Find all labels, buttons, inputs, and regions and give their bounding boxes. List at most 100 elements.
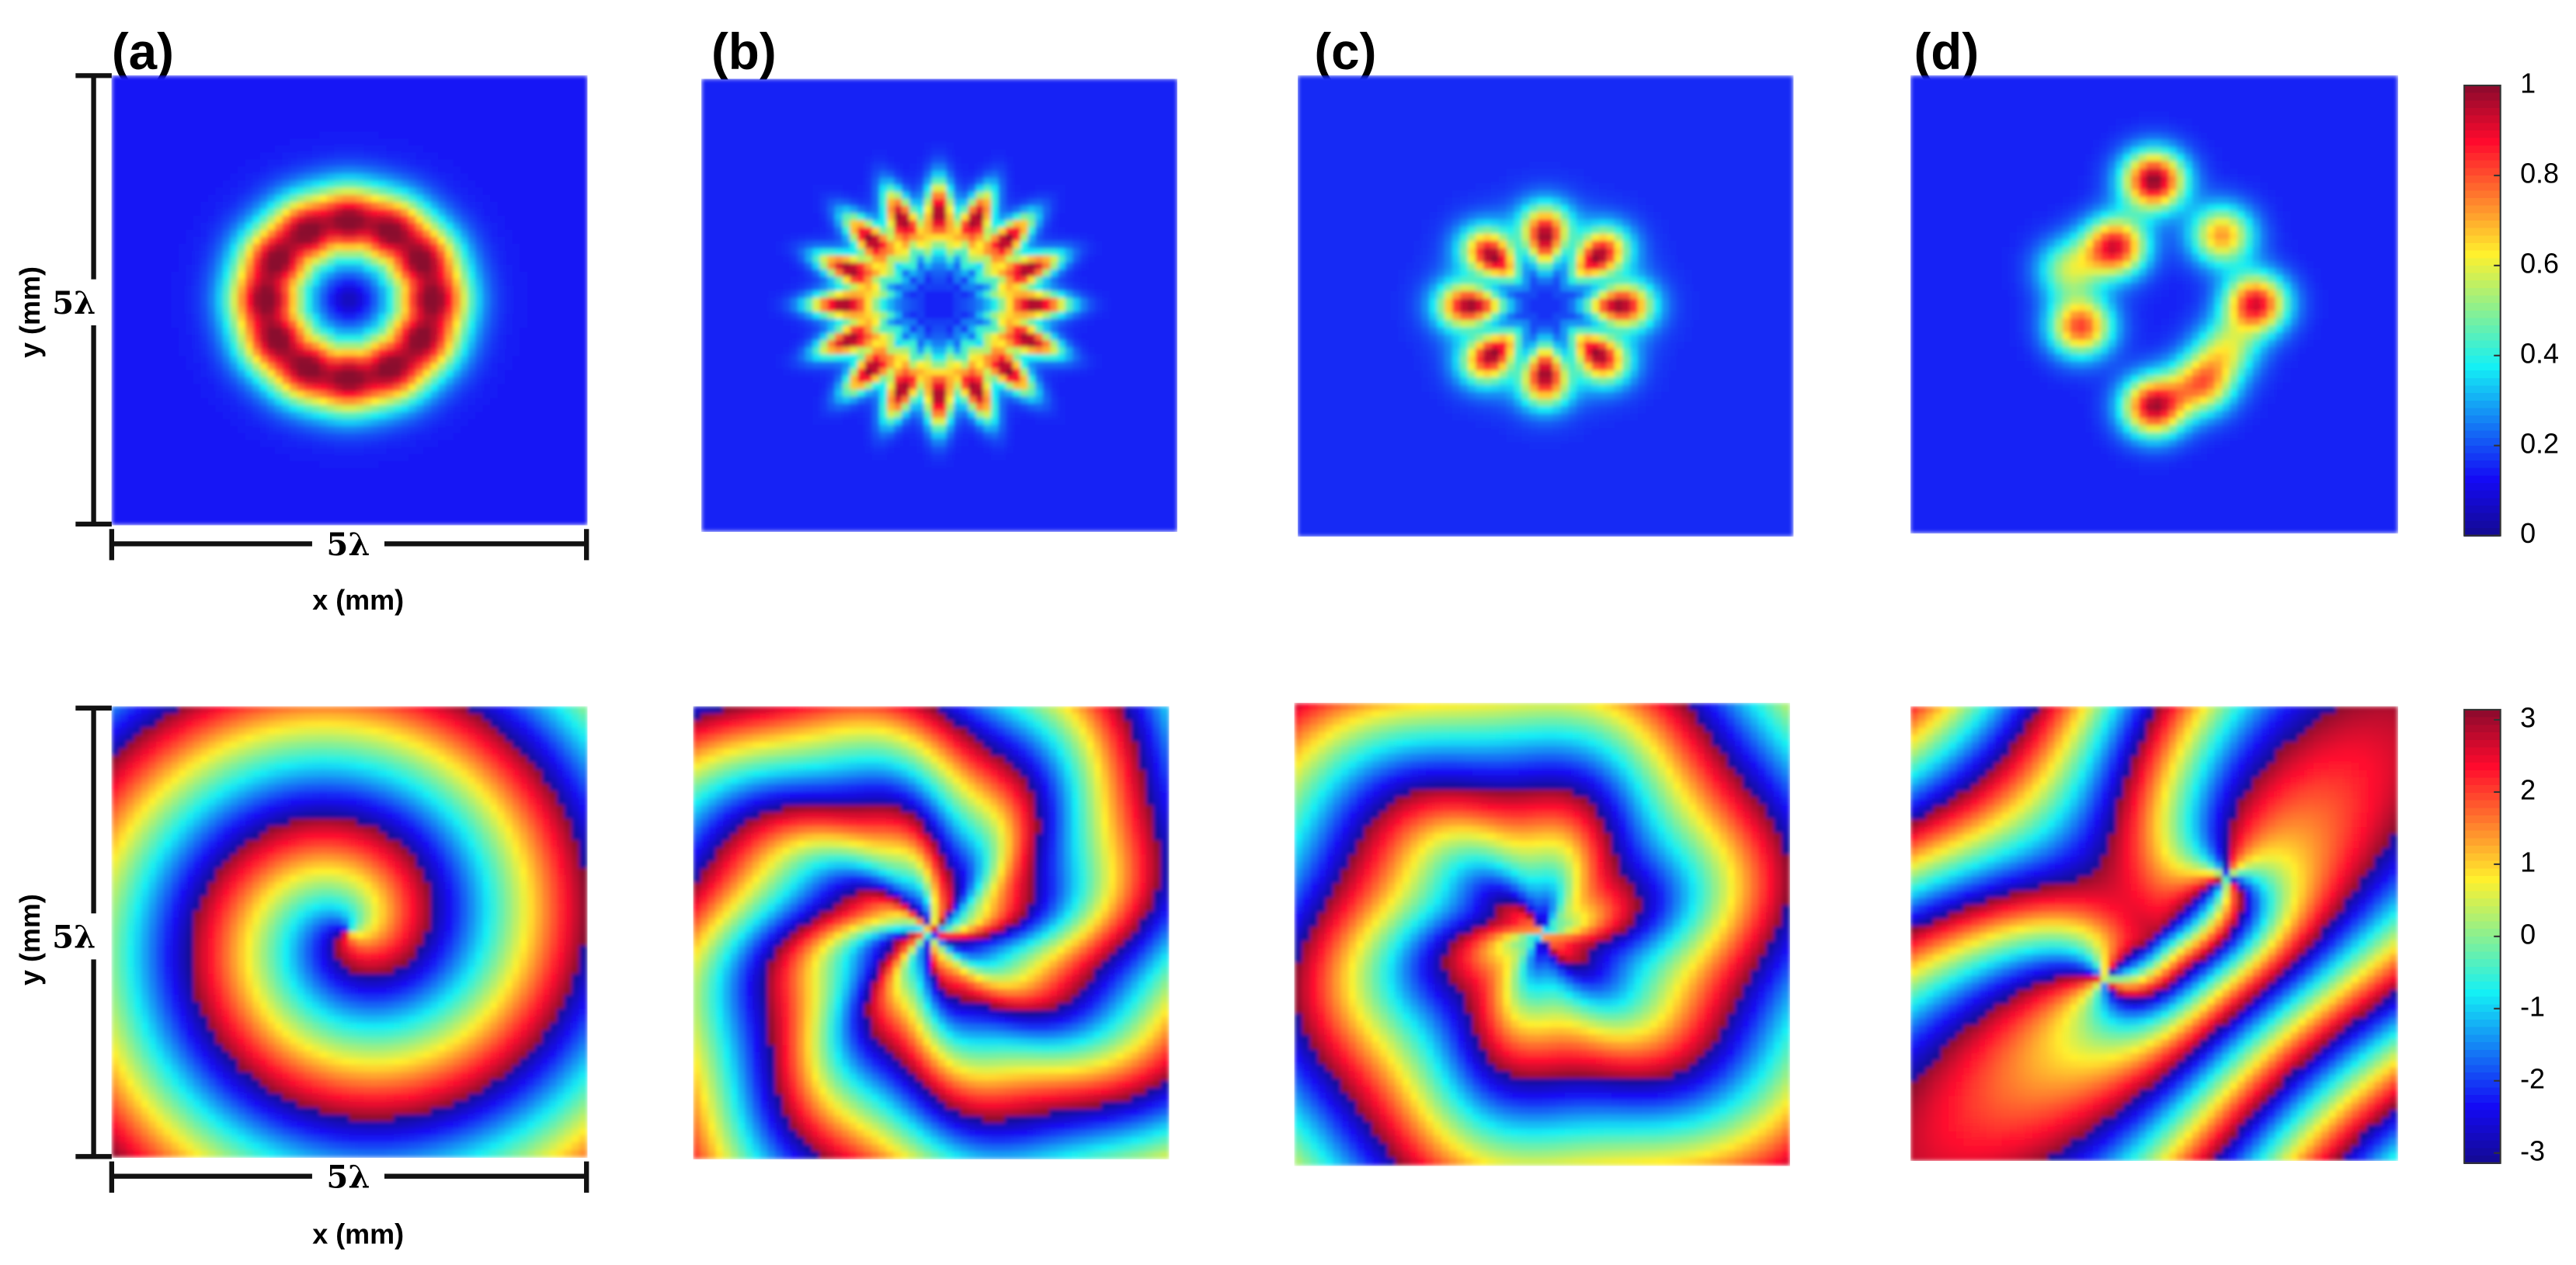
- map-cell: [579, 103, 588, 112]
- map-cell: [223, 356, 231, 364]
- map-cell: [430, 124, 440, 133]
- map-cell: [475, 159, 484, 168]
- map-cell: [193, 300, 202, 308]
- map-cell: [356, 433, 365, 441]
- map-cell: [141, 166, 150, 175]
- map-cell: [171, 307, 180, 315]
- map-cell: [946, 85, 955, 95]
- map-cell: [275, 229, 283, 238]
- map-cell: [438, 419, 447, 427]
- map-cell: [334, 215, 343, 224]
- map-cell: [505, 82, 513, 91]
- map-cell: [126, 124, 135, 133]
- map-cell: [363, 335, 373, 343]
- map-cell: [245, 96, 254, 105]
- map-cell: [468, 454, 477, 462]
- map-cell: [163, 391, 172, 399]
- map-cell: [468, 356, 477, 364]
- map-cell: [178, 419, 187, 427]
- map-cell: [290, 349, 298, 357]
- map-cell: [297, 96, 306, 105]
- map-cell: [393, 495, 402, 505]
- map-cell: [341, 166, 350, 175]
- map-cell: [1102, 106, 1111, 116]
- map-cell: [954, 114, 962, 123]
- map-cell: [356, 370, 365, 378]
- map-cell: [163, 321, 172, 329]
- map-cell: [141, 356, 150, 364]
- map-cell: [812, 114, 822, 123]
- map-cell: [156, 502, 165, 512]
- label-backdrop: [311, 1158, 385, 1194]
- map-cell: [230, 307, 239, 315]
- map-cell: [341, 454, 350, 462]
- map-cell: [356, 166, 365, 175]
- map-cell: [304, 509, 314, 519]
- map-cell: [356, 243, 365, 252]
- map-cell: [527, 433, 536, 441]
- map-cell: [178, 307, 187, 315]
- map-cell: [739, 142, 747, 151]
- map-cell: [482, 321, 492, 329]
- map-cell: [1132, 135, 1141, 144]
- map-cell: [193, 356, 202, 364]
- map-cell: [423, 335, 432, 343]
- map-cell: [349, 370, 358, 378]
- map-cell: [490, 419, 499, 427]
- map-cell: [178, 342, 187, 350]
- map-cell: [1124, 106, 1133, 116]
- map-cell: [134, 272, 143, 280]
- map-cell: [297, 321, 306, 329]
- map-cell: [468, 370, 477, 378]
- map-cell: [453, 356, 462, 364]
- map-cell: [171, 75, 180, 84]
- map-cell: [430, 173, 440, 182]
- map-cell: [497, 117, 506, 126]
- map-cell: [556, 509, 565, 519]
- map-cell: [512, 293, 521, 301]
- map-cell: [460, 474, 469, 484]
- map-cell: [267, 454, 276, 462]
- map-cell: [326, 96, 335, 105]
- map-cell: [238, 335, 247, 343]
- map-cell: [386, 405, 395, 413]
- map-cell: [938, 85, 947, 95]
- map-cell: [311, 222, 321, 231]
- map-cell: [341, 377, 350, 385]
- map-cell: [534, 412, 544, 420]
- map-cell: [408, 103, 417, 112]
- map-cell: [579, 110, 588, 119]
- map-cell: [460, 103, 469, 112]
- map-cell: [871, 114, 881, 123]
- map-cell: [341, 405, 350, 413]
- map-cell: [408, 460, 417, 469]
- map-cell: [230, 363, 239, 371]
- map-cell: [931, 121, 940, 130]
- map-cell: [311, 159, 321, 168]
- map-cell: [275, 131, 283, 140]
- map-cell: [134, 363, 143, 371]
- map-cell: [572, 180, 580, 189]
- map-cell: [401, 103, 410, 112]
- map-cell: [311, 131, 321, 140]
- map-cell: [527, 103, 536, 112]
- map-cell: [541, 117, 551, 126]
- map-cell: [1102, 142, 1111, 151]
- map-cell: [208, 349, 217, 357]
- map-cell: [186, 117, 195, 126]
- map-cell: [1005, 99, 1014, 109]
- map-cell: [430, 138, 440, 147]
- map-cell: [119, 89, 128, 98]
- map-cell: [386, 300, 395, 308]
- map-cell: [341, 75, 350, 84]
- map-cell: [126, 321, 135, 329]
- map-cell: [1020, 149, 1029, 158]
- map-cell: [520, 96, 529, 105]
- map-cell: [208, 454, 217, 462]
- map-cell: [415, 398, 425, 406]
- map-cell: [505, 481, 513, 491]
- map-cell: [998, 149, 1007, 158]
- map-cell: [527, 502, 536, 512]
- map-cell: [275, 440, 283, 448]
- map-cell: [119, 110, 128, 119]
